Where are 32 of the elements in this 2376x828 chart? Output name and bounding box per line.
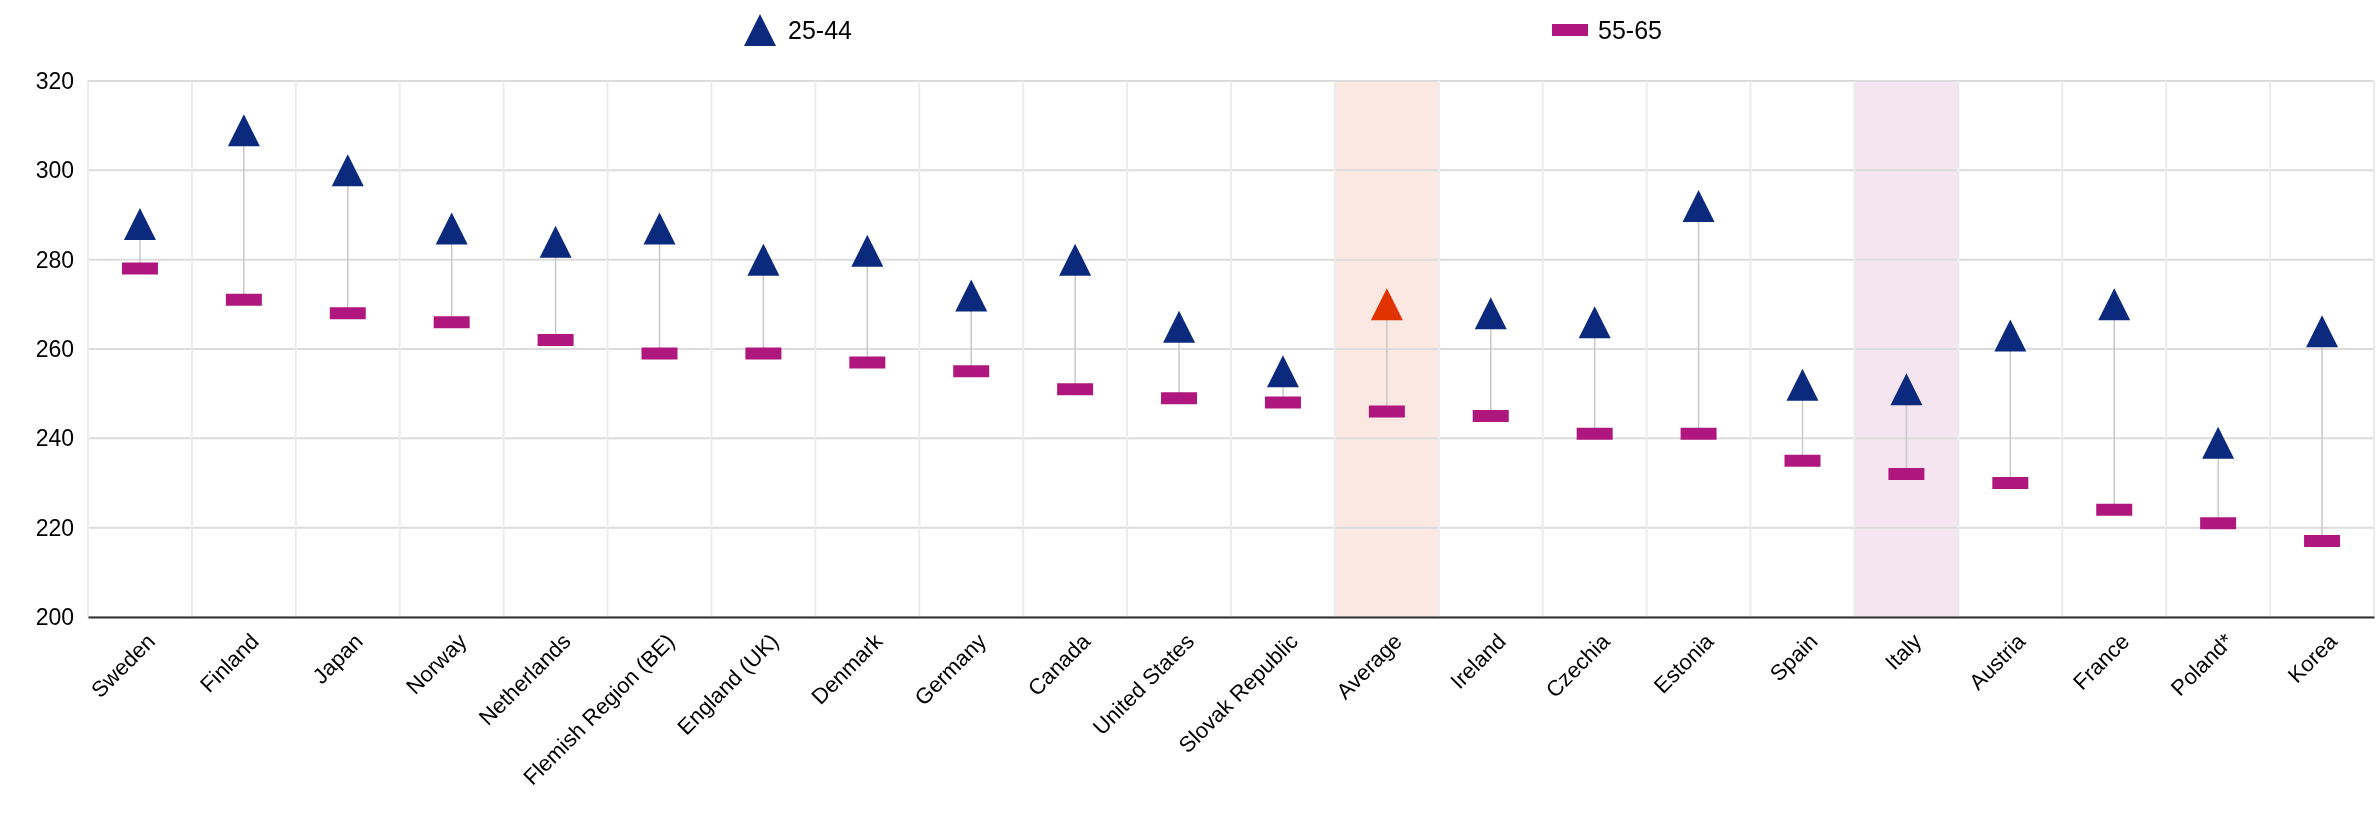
point xyxy=(2098,288,2131,321)
point xyxy=(1474,297,1507,330)
point xyxy=(1682,190,1715,223)
x-tick-label: Italy xyxy=(1880,628,1927,675)
y-tick-label: 300 xyxy=(35,157,74,184)
y-tick-label: 260 xyxy=(35,335,74,362)
y-tick-label: 280 xyxy=(35,246,74,273)
point xyxy=(435,212,468,245)
legend-label: 25-44 xyxy=(788,16,853,44)
point xyxy=(747,243,780,276)
point xyxy=(331,154,364,187)
point xyxy=(123,207,156,240)
point xyxy=(643,212,676,245)
point xyxy=(539,225,572,258)
y-tick-label: 240 xyxy=(35,425,74,452)
y-tick-label: 200 xyxy=(35,603,74,630)
y-tick-label: 220 xyxy=(35,514,74,541)
point xyxy=(955,279,988,312)
point xyxy=(1994,319,2027,352)
y-tick-label: 320 xyxy=(35,67,74,94)
point xyxy=(1890,373,1923,406)
point xyxy=(851,234,884,267)
point xyxy=(2306,315,2339,348)
point xyxy=(227,114,260,147)
legend-label: 55-65 xyxy=(1598,16,1662,44)
point xyxy=(1786,368,1819,401)
point xyxy=(1266,355,1299,388)
point xyxy=(2202,426,2235,459)
point xyxy=(1370,288,1403,321)
point xyxy=(1163,310,1196,343)
point xyxy=(1578,306,1611,339)
point xyxy=(1059,243,1092,276)
